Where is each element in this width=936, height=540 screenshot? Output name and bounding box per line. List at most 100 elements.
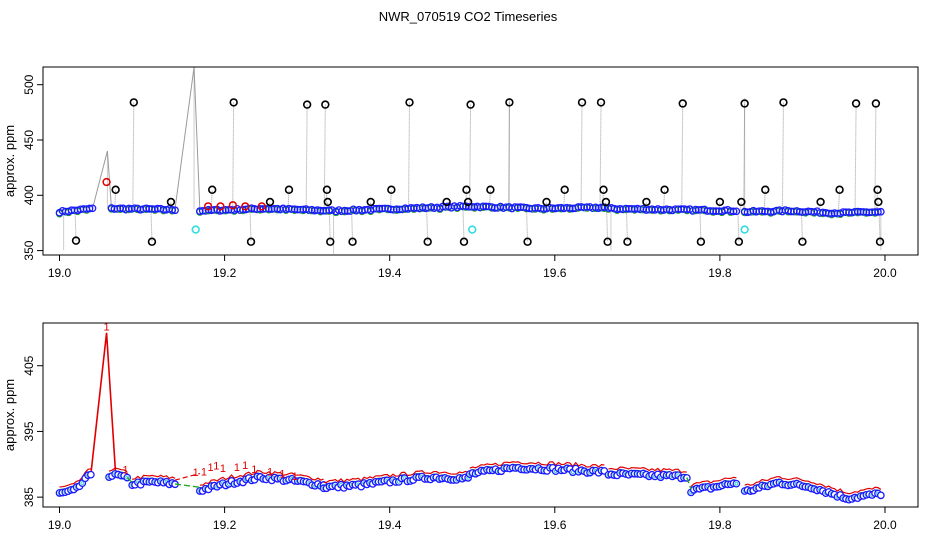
raw-trace-spike	[150, 209, 153, 242]
data-point	[597, 203, 606, 212]
outlier-point	[560, 185, 569, 194]
red-point	[216, 202, 225, 211]
data-point	[171, 206, 179, 215]
raw-trace-spike	[800, 209, 803, 242]
outlier-point	[601, 197, 611, 207]
outlier-point	[696, 237, 706, 246]
gap-connector	[174, 472, 200, 481]
y-tick-label: 400	[22, 185, 36, 205]
outlier-point	[463, 197, 473, 207]
raw-trace-spike	[369, 201, 372, 210]
data-point	[282, 205, 290, 214]
outlier-point	[737, 197, 746, 207]
x-tick-label: 19.6	[543, 266, 567, 280]
cyan-point	[468, 225, 477, 234]
red-series-line	[744, 475, 882, 495]
raw-trace-spike	[232, 102, 235, 210]
y-tick-label: 350	[22, 240, 36, 260]
outlier-point	[761, 185, 770, 194]
red-marker: 1	[292, 471, 298, 483]
x-tick-label: 19.4	[378, 518, 402, 532]
outlier-point	[326, 237, 335, 246]
x-tick-label: 19.0	[48, 266, 72, 280]
y-axis-label: approx. ppm	[2, 379, 17, 451]
data-point	[293, 205, 302, 214]
raw-trace-spike	[737, 209, 740, 242]
outlier-point	[596, 98, 606, 107]
red-series-line	[608, 466, 687, 474]
y-tick-label: 500	[22, 74, 36, 94]
outlier-point	[323, 197, 332, 207]
red-series-line	[108, 467, 128, 473]
outlier-point	[265, 197, 275, 207]
data-point	[168, 206, 177, 214]
raw-trace-spike	[545, 201, 548, 210]
raw-trace-gap	[174, 67, 201, 210]
outlier-point	[111, 185, 120, 194]
red-marker: 1	[220, 463, 226, 475]
raw-trace-spike	[526, 209, 529, 242]
cyan-point	[740, 225, 749, 234]
raw-trace-spike	[878, 209, 881, 242]
x-tick-label: 19.2	[213, 266, 237, 280]
outlier-point	[229, 98, 238, 107]
raw-trace-spike	[681, 103, 684, 210]
outlier-point	[798, 237, 807, 246]
data-point	[88, 204, 97, 213]
raw-trace-spike	[625, 209, 628, 242]
raw-trace-spike	[426, 209, 429, 242]
y-tick-label: 450	[22, 130, 36, 150]
outlier-point	[405, 98, 414, 107]
red-marker: 1	[242, 460, 248, 472]
red-marker: 1	[122, 465, 128, 477]
data-point	[874, 208, 882, 216]
outlier-point	[246, 237, 256, 246]
outlier-point	[660, 185, 669, 194]
raw-trace-spike	[326, 201, 329, 210]
raw-trace-spike	[408, 102, 411, 210]
outlier-point	[284, 185, 294, 194]
red-point	[241, 202, 250, 211]
data-point	[877, 491, 885, 500]
outlier-point	[322, 185, 332, 194]
data-point	[204, 205, 213, 214]
outlier-point	[71, 236, 81, 245]
outlier-point	[642, 197, 651, 207]
x-tick-label: 19.2	[213, 518, 237, 532]
x-tick-label: 20.0	[873, 518, 897, 532]
red-marker: 1	[267, 467, 273, 479]
outlier-point	[851, 99, 861, 108]
raw-trace-spike	[819, 201, 822, 210]
outlier-point	[871, 99, 881, 108]
x-tick-label: 20.0	[873, 266, 897, 280]
x-tick-label: 19.4	[378, 266, 402, 280]
outlier-point	[462, 185, 471, 194]
data-point	[732, 207, 741, 216]
outlier-point	[348, 237, 357, 246]
outlier-point	[873, 185, 882, 194]
gap-connector	[126, 476, 133, 484]
outlier-point	[603, 237, 612, 246]
chart-title: NWR_070519 CO2 Timeseries	[378, 9, 558, 24]
red-point	[257, 202, 266, 211]
outlier-point	[129, 98, 139, 107]
data-point	[732, 479, 741, 488]
outlier-point	[623, 237, 632, 246]
raw-trace-spike	[323, 104, 326, 210]
x-tick-label: 19.8	[708, 518, 732, 532]
data-point	[729, 207, 738, 216]
cyan-point	[80, 481, 85, 486]
data-point	[316, 206, 325, 215]
y-axis-label: approx. ppm	[2, 125, 17, 197]
outlier-point	[740, 99, 749, 108]
raw-trace-spike	[351, 209, 354, 242]
data-point	[195, 207, 204, 215]
red-series-line	[132, 474, 176, 480]
raw-trace-spike	[739, 201, 742, 210]
outlier-point	[875, 237, 885, 246]
cyan-point	[125, 475, 130, 480]
raw-trace-spike	[644, 201, 647, 210]
red-point	[102, 177, 111, 187]
outlier-point	[147, 237, 157, 246]
